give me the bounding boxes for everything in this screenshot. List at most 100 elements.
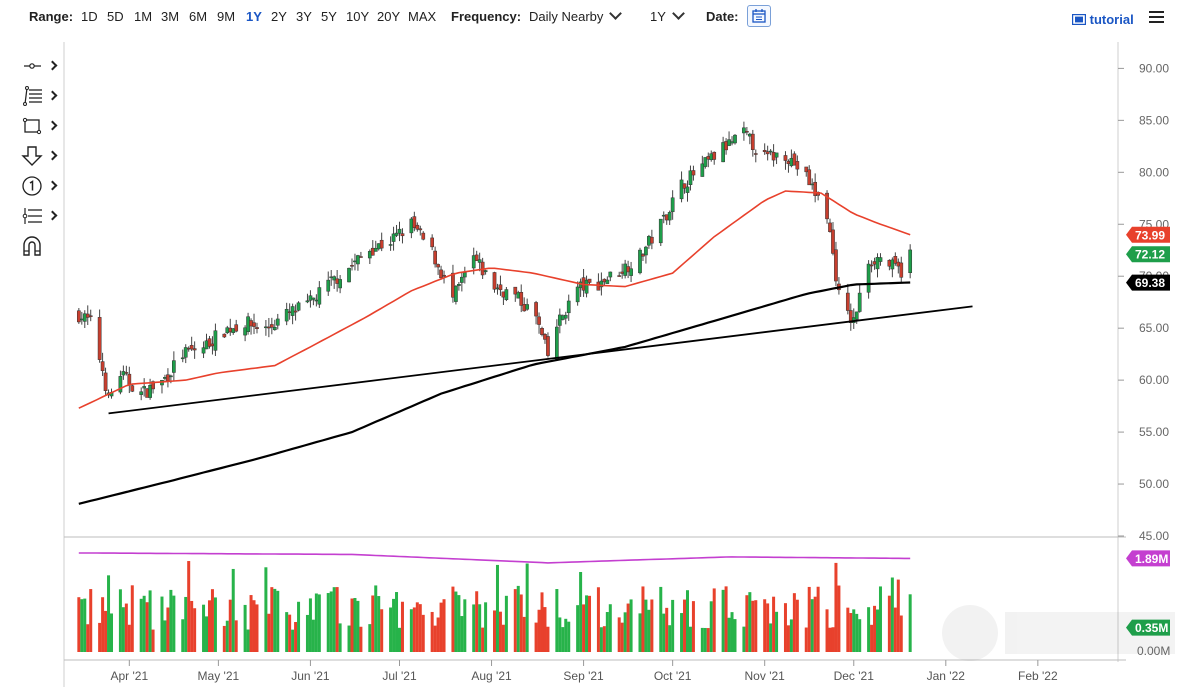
range-button-9m[interactable]: 9M [217,9,236,24]
volume-bar [317,594,321,652]
magnet-tool[interactable] [20,234,60,258]
volume-bar [896,579,900,652]
candle [347,267,351,283]
volume-bar [516,585,520,652]
volume-bar [846,607,850,652]
range-button-20y[interactable]: 20Y [377,9,401,24]
menu-icon[interactable] [1149,11,1164,23]
volume-bar [769,623,773,652]
candle [415,222,420,232]
volume-bar [297,601,301,652]
range-button-10y[interactable]: 10Y [346,9,370,24]
volume-bar [876,609,880,652]
range-button-1d[interactable]: 1D [81,9,98,24]
period-select[interactable]: 1Y [650,7,685,24]
volume-bar [837,585,841,652]
candle [305,293,310,304]
line-tool[interactable] [20,54,60,78]
pitchfork-tool-icon [22,208,42,224]
volume-bar [751,600,755,652]
arrow-tool[interactable] [20,144,60,168]
volume-bar [181,619,185,652]
range-button-3m[interactable]: 3M [161,9,180,24]
volume-bar [475,591,479,652]
volume-bar [599,627,603,652]
magnet-icon [23,236,41,256]
volume-bar [522,616,526,652]
range-button-max[interactable]: MAX [408,9,437,24]
volume-bar [151,629,155,652]
arrow-tool-icon [21,146,43,166]
volume-bar [104,610,108,652]
range-button-1m[interactable]: 1M [134,9,153,24]
volume-bar [501,624,505,652]
candle [255,322,259,334]
volume-bar [163,620,167,652]
volume-bar [724,586,728,652]
range-button-2y[interactable]: 2Y [271,9,287,24]
candle [356,254,360,271]
volume-bar [525,563,529,652]
candle [492,271,497,293]
candle [201,341,206,359]
candle [857,284,862,313]
counter-tool[interactable] [20,174,60,198]
range-button-5d[interactable]: 5D [107,9,124,24]
candle [474,250,479,261]
candle [391,226,396,251]
candle [854,311,859,324]
candle [269,317,274,335]
volume-bar [659,586,663,652]
volume-bar [585,595,589,652]
volume-bar [392,598,396,652]
candle [359,251,363,258]
volume-bar [89,589,93,652]
volume-bar [439,602,443,652]
candle [866,260,871,299]
range-button-5y[interactable]: 5Y [321,9,337,24]
svg-text:0.35M: 0.35M [1135,621,1168,635]
candle [412,211,417,232]
trendline[interactable] [108,305,973,415]
volume-bar [377,596,381,652]
volume-bar [641,586,645,652]
volume-bar [291,629,295,652]
candle [379,232,384,252]
rectangle-tool[interactable] [20,114,60,138]
volume-bar [98,622,102,652]
film-icon [1072,14,1087,26]
range-button-6m[interactable]: 6M [189,9,208,24]
range-button-3y[interactable]: 3Y [296,9,312,24]
volume-bar [742,626,746,652]
volume-bar [706,628,710,652]
volume-bar [329,591,333,652]
candle [311,297,316,306]
volume-bar [442,599,446,652]
range-button-1y[interactable]: 1Y [246,9,262,24]
fib-tool[interactable] [20,84,60,108]
ma200-line [78,281,911,505]
volume-bar [878,586,882,652]
frequency-select[interactable]: Daily Nearby [529,7,623,24]
candle [332,275,337,289]
candle [326,271,331,296]
volume-bar [288,614,292,652]
volume-bar [733,619,737,652]
time-tick-label: May '21 [198,669,240,683]
volume-bar [267,613,271,652]
pitchfork-tool[interactable] [20,204,60,228]
volume-bar [436,617,440,652]
volume-bar [683,599,687,652]
candle [76,308,81,324]
frequency-label: Frequency: [451,9,522,24]
tutorial-link[interactable]: tutorial [1072,12,1134,27]
price-badge: 73.99 [1126,226,1170,243]
calendar-button[interactable] [747,5,771,27]
volume-bar [222,625,226,652]
volume-bar [326,593,330,652]
price-tick-label: 65.00 [1139,321,1169,335]
volume-bar [187,561,191,652]
volume-bar [210,589,214,652]
volume-bar [766,603,770,652]
